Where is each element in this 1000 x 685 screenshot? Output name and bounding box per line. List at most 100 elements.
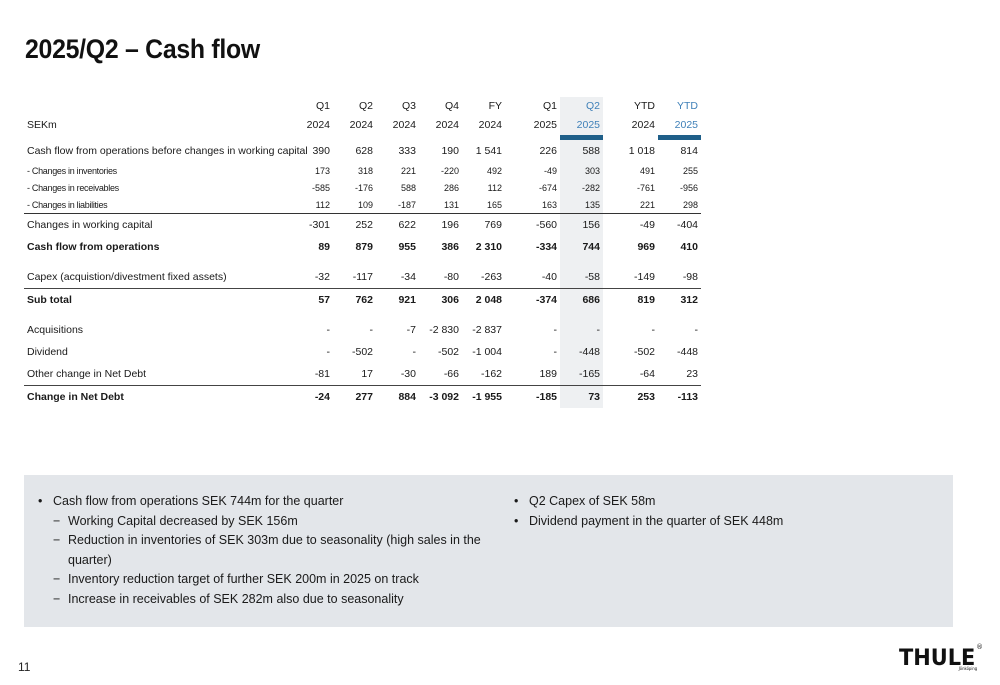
table-cell: - <box>651 324 656 336</box>
table-cell: 286 <box>443 182 459 193</box>
table-cell: -49 <box>543 165 557 176</box>
bullet-item: • Cash flow from operations SEK 744m for… <box>36 492 486 512</box>
row-label: Other change in Net Debt <box>27 368 147 380</box>
table-cell: 955 <box>398 241 416 253</box>
table-cell: -176 <box>354 182 373 193</box>
bullet-text: Dividend payment in the quarter of SEK 4… <box>529 513 784 528</box>
bullet-marker: • <box>514 513 519 528</box>
dash-marker: − <box>53 533 61 547</box>
table-cell: -301 <box>290 213 333 236</box>
table-cell: -80 <box>443 271 459 283</box>
bullet-text: Reduction in inventories of SEK 303m due… <box>68 533 481 567</box>
table-cell: -64 <box>639 368 655 380</box>
dash-marker: − <box>53 513 61 528</box>
bullet-marker: • <box>38 494 43 508</box>
table-cell: -448 <box>676 346 698 358</box>
table-cell: 89 <box>318 241 330 253</box>
bullet-marker: • <box>514 494 519 508</box>
table-cell: 588 <box>400 182 416 193</box>
table-cell: -2 830 <box>429 324 459 336</box>
table-cell: 17 <box>361 368 373 380</box>
dash-marker: − <box>53 572 61 586</box>
row-label: Cash flow from operations <box>27 241 160 253</box>
table-cell: 190 <box>441 145 459 157</box>
table-cell: -220 <box>440 165 459 176</box>
table-row: Capex (acquistion/divestment fixed asset… <box>24 266 701 289</box>
table-cell: 921 <box>376 288 419 311</box>
bullet-text: Inventory reduction target of further SE… <box>68 572 419 586</box>
table-cell: 312 <box>658 288 701 311</box>
table-cell: 109 <box>357 199 373 210</box>
table-cell: -1 955 <box>462 385 505 408</box>
registered-mark: ® <box>976 643 983 651</box>
table-cell: -49 <box>615 213 658 236</box>
col-header-q: Q3 <box>401 100 416 112</box>
table-cell: 165 <box>486 199 502 210</box>
table-cell: -98 <box>682 271 698 283</box>
table-row: - Changes in inventories 173 318 221 -22… <box>24 162 701 179</box>
table-row: Cash flow from operations 89 879 955 386… <box>24 236 701 258</box>
table-cell: 588 <box>560 140 603 162</box>
table-cell: 221 <box>639 199 655 210</box>
table-cell: -149 <box>633 271 655 283</box>
col-header-q: Q1 <box>542 100 557 112</box>
table-cell: -502 <box>437 346 459 358</box>
table-cell: -187 <box>397 199 416 210</box>
table-row: Change in Net Debt -24 277 884 -3 092 -1… <box>24 385 701 408</box>
table-cell: 491 <box>639 165 655 176</box>
table-cell: 57 <box>290 288 333 311</box>
table-cell: - <box>694 324 699 336</box>
table-cell: -32 <box>314 271 330 283</box>
bullet-text: Cash flow from operations SEK 744m for t… <box>53 494 344 508</box>
table-cell: 253 <box>615 385 658 408</box>
row-label: Capex (acquistion/divestment fixed asset… <box>27 271 227 283</box>
header-row-year: SEKm 2024 2024 2024 2024 2024 2025 2025 … <box>24 115 701 135</box>
row-label: Sub total <box>24 288 290 311</box>
row-label: Change in Net Debt <box>24 385 290 408</box>
col-header-q: YTD <box>634 100 655 112</box>
table-cell: 73 <box>560 385 603 408</box>
table-cell: 1 018 <box>628 145 655 157</box>
table-cell: 769 <box>462 213 505 236</box>
table-cell: -113 <box>658 385 701 408</box>
table-cell: 814 <box>680 145 698 157</box>
current-ytd-marker <box>658 135 701 140</box>
table-cell: -956 <box>679 182 698 193</box>
table-cell: 819 <box>615 288 658 311</box>
sub-bullet-item: − Working Capital decreased by SEK 156m <box>36 512 486 532</box>
table-cell: 628 <box>355 145 373 157</box>
table-cell: -30 <box>400 368 416 380</box>
current-quarter-marker <box>560 135 603 140</box>
table-cell: -502 <box>633 346 655 358</box>
commentary-box: • Cash flow from operations SEK 744m for… <box>24 475 953 627</box>
table-cell: -117 <box>352 271 373 283</box>
unit-label: SEKm <box>27 119 57 131</box>
dash-marker: − <box>53 591 61 606</box>
table-row: Sub total 57 762 921 306 2 048 -374 686 … <box>24 288 701 311</box>
table-cell: 410 <box>680 241 698 253</box>
table-cell: -585 <box>311 182 330 193</box>
col-header-q-current: YTD <box>677 100 698 112</box>
table-cell: -185 <box>517 385 560 408</box>
table-cell: -1 004 <box>472 346 502 358</box>
table-cell: 2 310 <box>475 241 502 253</box>
table-row: Cash flow from operations before changes… <box>24 140 701 162</box>
table-cell: 298 <box>682 199 698 210</box>
bullet-item: • Dividend payment in the quarter of SEK… <box>512 512 932 532</box>
sub-bullet-item: − Inventory reduction target of further … <box>36 570 486 590</box>
table-cell: 135 <box>560 196 603 214</box>
col-header-year: 2024 <box>392 119 416 131</box>
table-cell: 744 <box>560 236 603 258</box>
table-row: - Changes in receivables -585 -176 588 2… <box>24 179 701 196</box>
bullet-item: • Q2 Capex of SEK 58m <box>512 492 932 512</box>
col-header-year: 2024 <box>478 119 502 131</box>
table-row: Dividend - -502 - -502 -1 004 - -448 -50… <box>24 341 701 363</box>
col-header-year: 2024 <box>631 119 655 131</box>
table-cell: 333 <box>398 145 416 157</box>
row-label: Changes in working capital <box>24 213 290 236</box>
page-number: 11 <box>18 660 31 674</box>
table-cell: 131 <box>443 199 459 210</box>
table-cell: 173 <box>314 165 330 176</box>
table-cell: -2 837 <box>472 324 502 336</box>
logo-text: THULE <box>899 646 976 671</box>
